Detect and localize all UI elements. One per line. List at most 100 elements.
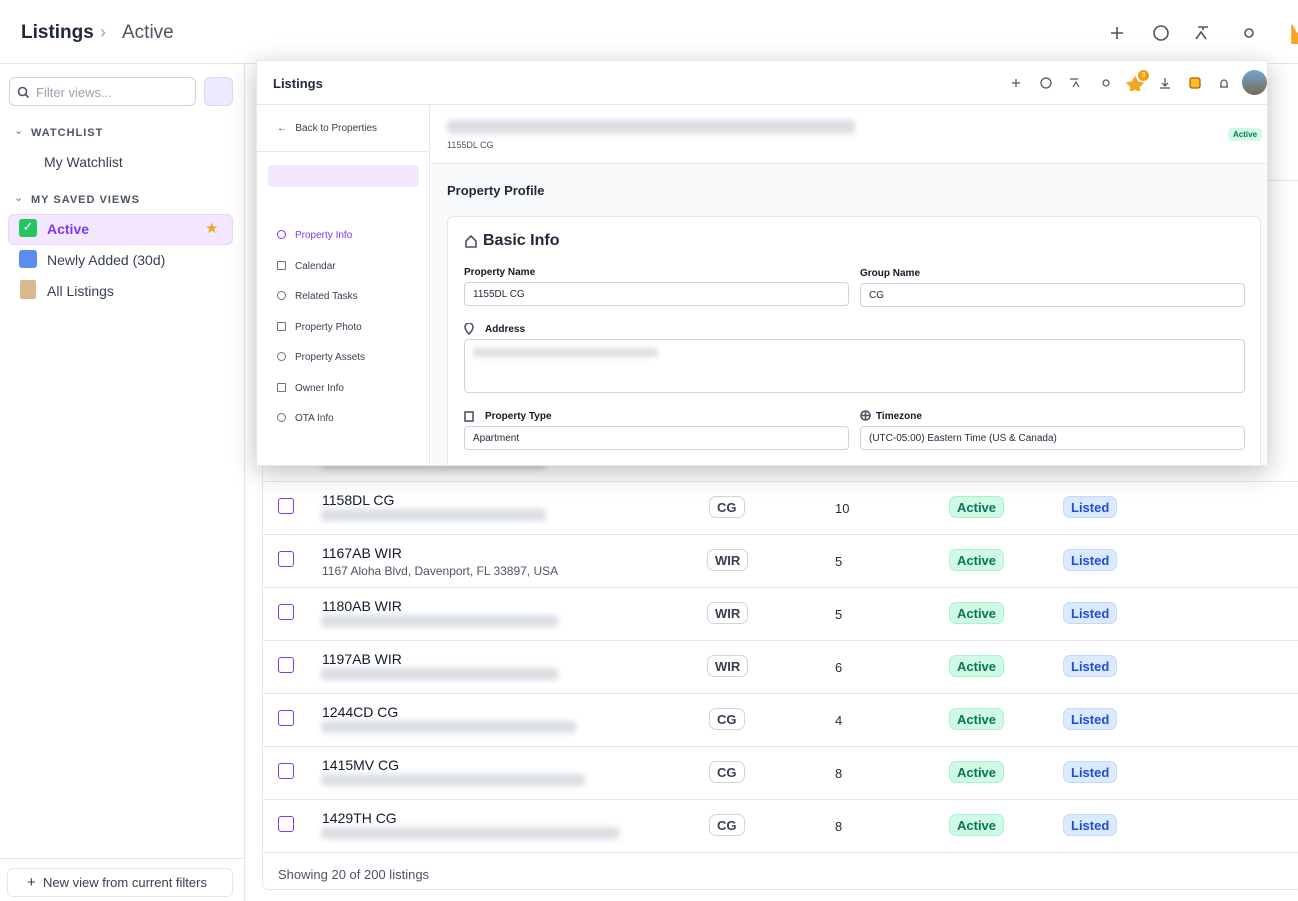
listing-name[interactable]: 1158DL CG [322, 492, 395, 508]
row-border [263, 481, 1298, 482]
listing-badge: Listed [1063, 496, 1118, 518]
view-item[interactable]: All Listings [47, 283, 114, 299]
status-badge: Active [949, 655, 1005, 677]
back-link[interactable]: ← Back to Properties [277, 123, 378, 134]
table-card: 1158DL CG CG 10 Active Listed 1167AB WIR 1167 … [262, 180, 1298, 890]
listing-badge: Listed [1063, 761, 1118, 783]
unit-count: 4 [835, 713, 843, 728]
sidebar: Filter views... WATCHLIST ⌄ My Watchlist MY… [0, 64, 245, 901]
unit-count: 8 [835, 819, 843, 834]
nav-item[interactable]: Related Tasks [295, 291, 358, 302]
blurred-address [321, 509, 546, 521]
row-border [263, 693, 1298, 694]
nav-icon [277, 230, 286, 239]
caret: ⌄ [14, 125, 24, 137]
listing-badge: Listed [1063, 708, 1118, 730]
new-view-button[interactable]: + New view from current filters [7, 868, 233, 897]
unit-count: 10 [835, 501, 850, 516]
blurred-address [321, 827, 619, 839]
group-badge: CG [709, 761, 745, 783]
field-label: Timezone [876, 411, 922, 422]
nav-icon [277, 413, 286, 422]
field-input[interactable]: 1155DL CG [464, 282, 849, 306]
field-input[interactable]: Apartment [464, 426, 849, 450]
breadcrumb-current: Active [122, 22, 174, 43]
view-item[interactable]: Active [47, 221, 90, 237]
group-badge: CG [709, 814, 745, 836]
row-border [263, 587, 1298, 588]
breadcrumb-sep: › [100, 22, 106, 42]
row-checkbox[interactable] [278, 816, 294, 832]
avatar[interactable] [1242, 70, 1267, 95]
row-border [263, 799, 1298, 800]
row-checkbox[interactable] [278, 498, 294, 514]
nav-item[interactable]: Property Info [295, 230, 353, 241]
group-badge: WIR [707, 549, 749, 571]
sidebar-footer: + New view from current filters [0, 858, 244, 901]
nav-icon [277, 321, 286, 331]
breadcrumb-root[interactable]: Listings [21, 22, 94, 43]
listing-name[interactable]: 1415MV CG [322, 757, 400, 773]
nav-item[interactable]: OTA Info [295, 413, 334, 424]
listing-name[interactable]: 1244CD CG [322, 704, 399, 720]
row-border [263, 534, 1298, 535]
listing-badge: Listed [1063, 602, 1118, 624]
nav-item[interactable]: Property Assets [295, 352, 366, 363]
modal-content: 1155DL CG Active Property Profile Basic … [431, 105, 1267, 465]
fav-star: ★ [205, 220, 219, 237]
unit-count: 8 [835, 766, 843, 781]
unit-count: 5 [835, 554, 843, 569]
status-badge: Active [949, 814, 1005, 836]
view-item[interactable]: Newly Added (30d) [47, 252, 166, 268]
top-bar: Listings › Active [0, 0, 1298, 64]
top-icons[interactable] [1106, 22, 1298, 44]
unit-count: 6 [835, 660, 843, 675]
filter-placeholder: Filter views... [36, 85, 112, 100]
blurred-address [321, 668, 558, 680]
field-label: Group Name [860, 268, 921, 279]
listing-name[interactable]: 1167AB WIR [322, 545, 402, 561]
listing-badge: Listed [1063, 655, 1118, 677]
table-footer: Showing 20 of 200 listings [278, 867, 430, 882]
sidebar-toggle[interactable] [204, 77, 233, 106]
field-input[interactable]: (UTC-05:00) Eastern Time (US & Canada) [860, 426, 1245, 450]
group-badge: WIR [707, 655, 749, 677]
section-title: Property Profile [447, 183, 545, 198]
modal-nav: ← Back to Properties Property Info Calend… [257, 105, 430, 465]
listing-badge: Listed [1063, 549, 1118, 571]
row-checkbox[interactable] [278, 710, 294, 726]
modal-title: Listings [273, 76, 323, 91]
listing-name[interactable]: 1180AB WIR [322, 598, 402, 614]
row-checkbox[interactable] [278, 551, 294, 567]
group-badge: CG [709, 708, 745, 730]
blurred-address [321, 721, 576, 733]
listing-name[interactable]: 1429TH CG [322, 810, 397, 826]
listing-name[interactable]: 1197AB WIR [322, 651, 402, 667]
active-view-bg [8, 214, 233, 245]
address-input[interactable] [464, 339, 1245, 393]
field-label: Property Type [485, 411, 552, 422]
listing-address: 1167 Aloha Blvd, Davenport, FL 33897, US… [322, 564, 559, 578]
back-label: Back to Properties [295, 123, 378, 134]
nav-item[interactable]: Calendar [295, 260, 336, 272]
property-status: Active [1228, 128, 1263, 141]
row-border [263, 746, 1298, 747]
filter-input[interactable]: Filter views... [9, 77, 196, 106]
blurred-address [321, 774, 585, 786]
group-badge: WIR [707, 602, 749, 624]
field-input[interactable]: CG [860, 283, 1245, 307]
view-item[interactable]: My Watchlist [44, 154, 123, 170]
modal-header: Listings 3 [257, 61, 1267, 105]
nav-item[interactable]: Owner Info [295, 382, 344, 394]
row-checkbox[interactable] [278, 604, 294, 620]
nav-item[interactable]: Property Photo [295, 321, 362, 333]
basic-info-card: Basic Info Property Name 1155DL CG Group… [447, 216, 1261, 465]
nav-icon [277, 260, 286, 270]
row-checkbox[interactable] [278, 763, 294, 779]
nav-icon [277, 382, 286, 392]
status-badge: Active [949, 602, 1005, 624]
modal-icons[interactable] [1007, 75, 1237, 91]
row-checkbox[interactable] [278, 657, 294, 673]
status-badge: Active [949, 708, 1005, 730]
group-badge: CG [709, 496, 745, 518]
